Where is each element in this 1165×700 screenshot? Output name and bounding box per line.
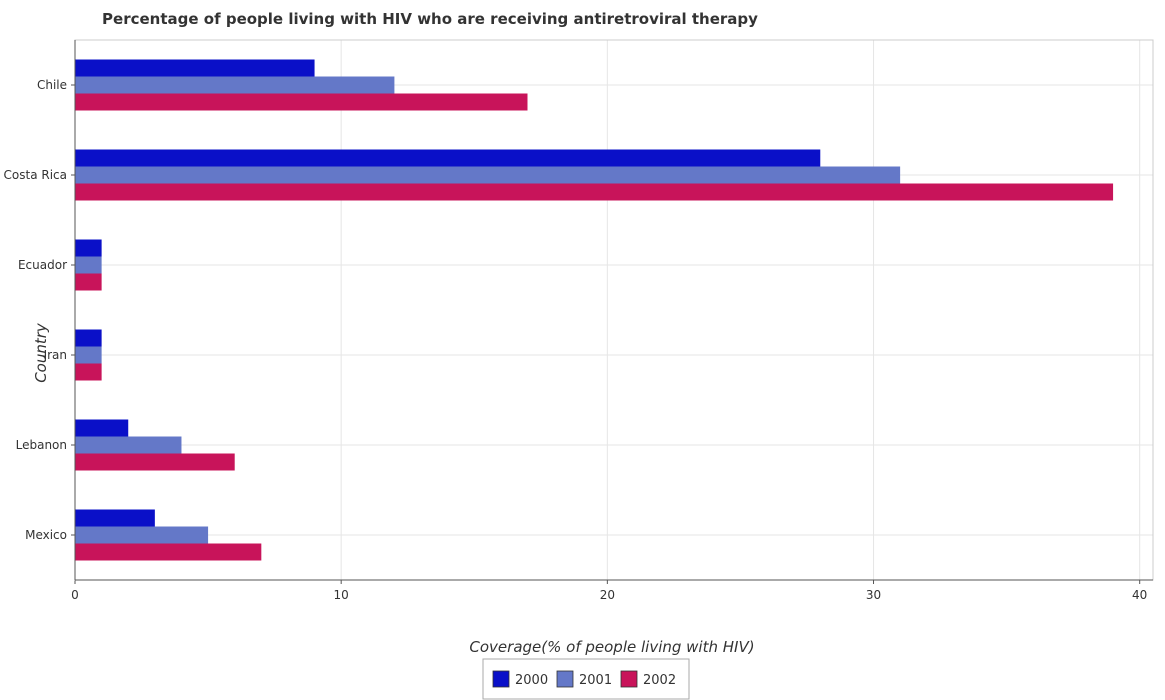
bar-2001-mexico — [75, 526, 209, 544]
bar-2001-chile — [75, 76, 395, 94]
bar-2000-ecuador — [75, 239, 102, 257]
legend-label-2002: 2002 — [643, 673, 676, 688]
x-tick-label: 10 — [334, 588, 349, 602]
plot-area: 0 10 20 30 40 Chile Costa Rica Ecuador Iran Leban… — [4, 39, 1154, 602]
y-tick-label: Costa Rica — [4, 168, 67, 182]
bar-2001-ecuador — [75, 256, 102, 274]
x-tick-label: 20 — [600, 588, 615, 602]
y-tick-label: Ecuador — [18, 258, 67, 272]
bar-2000-costa-rica — [75, 149, 821, 167]
plot-background — [75, 40, 1153, 580]
y-tick-label: Chile — [37, 78, 67, 92]
y-tick-label: Lebanon — [16, 438, 67, 452]
bar-2001-iran — [75, 346, 102, 364]
bar-2000-iran — [75, 329, 102, 347]
bar-2000-mexico — [75, 509, 155, 527]
bar-2002-chile — [75, 93, 528, 111]
bar-2000-lebanon — [75, 419, 129, 437]
legend: 2000 2001 2002 — [482, 658, 690, 700]
legend-label-2001: 2001 — [579, 673, 612, 688]
bar-2002-mexico — [75, 543, 262, 561]
legend-swatch-2001 — [556, 670, 574, 688]
x-tick-label: 0 — [71, 588, 79, 602]
x-tick-label: 40 — [1132, 588, 1147, 602]
chart-title: Percentage of people living with HIV who… — [102, 10, 758, 28]
y-axis-title: Country — [32, 322, 50, 383]
bar-2001-costa-rica — [75, 166, 901, 184]
x-axis-title: Coverage(% of people living with HIV) — [469, 638, 754, 656]
bar-2002-lebanon — [75, 453, 235, 471]
bar-2000-chile — [75, 59, 315, 77]
bar-2002-ecuador — [75, 273, 102, 291]
y-tick-label: Iran — [44, 348, 67, 362]
legend-label-2000: 2000 — [515, 673, 548, 688]
legend-swatch-2000 — [492, 670, 510, 688]
x-tick-label: 30 — [866, 588, 881, 602]
bar-2002-costa-rica — [75, 183, 1114, 201]
legend-swatch-2002 — [620, 670, 638, 688]
legend-box — [482, 658, 690, 700]
bar-2002-iran — [75, 363, 102, 381]
y-tick-label: Mexico — [25, 528, 67, 542]
bar-2001-lebanon — [75, 436, 182, 454]
